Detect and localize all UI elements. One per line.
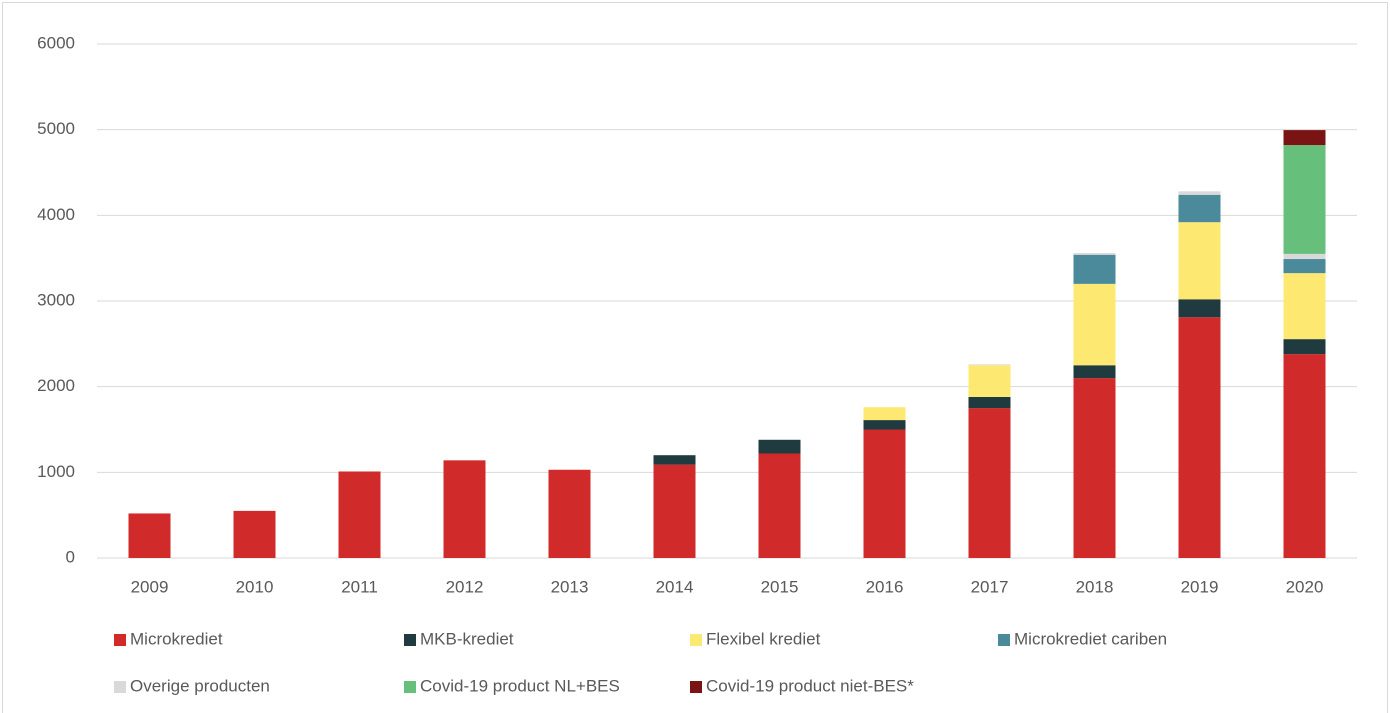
- bar-segment: [968, 364, 1011, 366]
- legend-swatch: [114, 634, 126, 646]
- bar-segment: [443, 460, 486, 558]
- bar-segment: [758, 439, 801, 454]
- bar-segment: [863, 407, 906, 421]
- bar-segment: [1178, 222, 1221, 300]
- legend-label: Flexibel krediet: [706, 629, 821, 648]
- bar-segment: [1073, 365, 1116, 379]
- bar-segment: [968, 408, 1011, 558]
- legend-swatch: [998, 634, 1010, 646]
- y-tick-label: 4000: [37, 205, 75, 224]
- legend-label: Covid-19 product niet-BES*: [706, 676, 914, 695]
- legend-label: Microkrediet cariben: [1014, 629, 1167, 648]
- legend-swatch: [114, 681, 126, 693]
- bar-segment: [1283, 339, 1326, 355]
- x-tick-label: 2015: [761, 577, 799, 596]
- bar-segment: [1283, 273, 1326, 340]
- bar-segment: [1283, 145, 1326, 254]
- bar-segment: [338, 471, 381, 558]
- y-tick-label: 3000: [37, 290, 75, 309]
- bar-segment: [1283, 259, 1326, 274]
- legend-label: MKB-krediet: [420, 629, 514, 648]
- bar-segment: [863, 429, 906, 558]
- bar-segment: [1283, 253, 1326, 260]
- bar-segment: [1178, 317, 1221, 558]
- x-tick-label: 2019: [1181, 577, 1219, 596]
- x-tick-label: 2014: [656, 577, 694, 596]
- x-tick-label: 2011: [341, 577, 378, 596]
- x-tick-label: 2020: [1286, 577, 1324, 596]
- x-tick-label: 2012: [446, 577, 484, 596]
- legend-swatch: [690, 681, 702, 693]
- y-tick-label: 2000: [37, 376, 75, 395]
- bar-segment: [1283, 130, 1326, 146]
- bar-segment: [758, 453, 801, 558]
- x-tick-label: 2010: [236, 577, 274, 596]
- x-tick-label: 2018: [1076, 577, 1114, 596]
- y-tick-label: 0: [66, 547, 75, 566]
- x-tick-label: 2016: [866, 577, 904, 596]
- bar-segment: [1073, 253, 1116, 255]
- bar-segment: [1073, 283, 1116, 366]
- legend-label: Microkrediet: [130, 629, 223, 648]
- bar-segment: [1283, 354, 1326, 558]
- bar-segment: [1178, 191, 1221, 195]
- legend-swatch: [690, 634, 702, 646]
- y-tick-label: 5000: [37, 119, 75, 138]
- bar-segment: [548, 469, 591, 558]
- legend-label: Overige producten: [130, 676, 270, 695]
- y-tick-label: 6000: [37, 33, 75, 52]
- legend-label: Covid-19 product NL+BES: [420, 676, 620, 695]
- bar-segment: [1073, 254, 1116, 284]
- bar-segment: [233, 510, 276, 558]
- x-tick-label: 2009: [131, 577, 169, 596]
- bar-segment: [968, 365, 1011, 397]
- x-tick-label: 2013: [551, 577, 589, 596]
- bar-segment: [653, 455, 696, 465]
- legend-swatch: [404, 634, 416, 646]
- bar-segment: [968, 396, 1011, 409]
- y-tick-label: 1000: [37, 462, 75, 481]
- bar-segment: [1178, 299, 1221, 318]
- bar-segment: [1178, 194, 1221, 223]
- x-tick-label: 2017: [971, 577, 1009, 596]
- bar-segment: [863, 420, 906, 430]
- legend-swatch: [404, 681, 416, 693]
- bar-segment: [653, 464, 696, 558]
- bar-segment: [128, 513, 171, 558]
- bar-segment: [1073, 378, 1116, 558]
